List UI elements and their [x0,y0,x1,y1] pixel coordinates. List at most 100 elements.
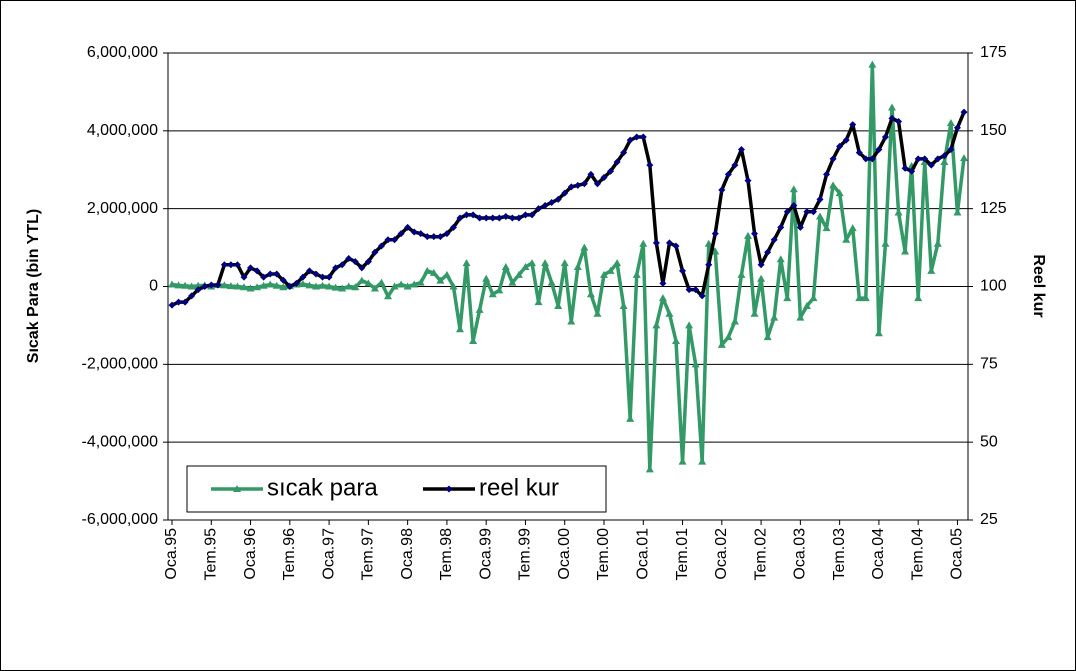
point-marker [789,185,798,193]
point-marker [881,239,890,247]
point-marker [175,298,183,306]
point-marker [855,294,864,302]
point-marker [724,333,733,341]
point-marker [240,273,248,281]
x-tick-label: Oca.05 [949,528,966,580]
point-marker [692,286,700,294]
point-marker [391,236,399,244]
point-marker [946,119,955,127]
point-marker [580,243,589,251]
x-tick-label: Tem.04 [909,528,926,581]
point-marker [881,133,889,141]
point-marker [462,259,471,267]
x-tick-label: Tem.00 [595,528,612,581]
point-marker [469,336,478,344]
point-marker [607,167,615,175]
point-marker [469,211,477,219]
point-marker [914,155,922,163]
point-marker [600,174,608,182]
point-marker [823,170,831,178]
point-marker [325,273,333,281]
point-marker [410,280,419,288]
y-tick-label: -2,000,000 [81,356,158,373]
point-marker [318,281,327,289]
point-marker [940,157,949,165]
point-marker [633,133,641,141]
point-marker [521,263,530,271]
y-tick-label: -6,000,000 [81,511,158,528]
legend-label: sıcak para [267,474,378,501]
point-marker [325,282,334,290]
point-marker [639,133,647,141]
point-marker [253,283,262,291]
point-marker [888,114,896,122]
y2-tick-label: 75 [980,356,998,373]
point-marker [528,259,536,267]
point-marker [351,283,360,291]
point-marker [770,313,779,321]
point-marker [802,301,811,309]
point-marker [214,281,222,289]
point-marker [345,254,353,262]
point-marker [181,298,189,306]
point-marker [593,180,601,188]
point-marker [665,239,673,247]
y2-tick-label: 25 [980,511,998,528]
legend-label: reel kur [479,474,559,501]
point-marker [751,230,759,238]
point-marker [809,294,818,302]
point-marker [377,278,386,286]
point-marker [587,170,595,178]
point-marker [174,281,183,289]
point-marker [586,290,595,298]
point-marker [482,214,490,222]
point-marker [456,325,464,333]
point-marker [181,281,190,289]
point-marker [331,283,340,291]
point-marker [246,284,255,292]
point-marker [501,263,510,271]
point-marker [842,235,851,243]
point-marker [933,239,942,247]
point-marker [233,282,242,290]
x-tick-label: Oca.98 [399,528,416,580]
x-tick-label: Oca.02 [713,528,730,580]
point-marker [272,281,281,289]
point-marker [521,211,529,219]
x-tick-label: Oca.03 [792,528,809,580]
point-marker [764,248,772,256]
point-marker [449,282,458,290]
point-marker [646,161,654,169]
point-marker [901,247,910,255]
x-tick-label: Tem.96 [281,528,298,581]
point-marker [554,195,562,203]
point-marker [718,186,726,194]
point-marker [220,281,229,289]
point-marker [803,208,811,216]
point-marker [711,230,719,238]
point-marker [770,236,778,244]
point-marker [247,264,255,272]
x-tick-label: Tem.95 [202,528,219,581]
point-marker [298,280,307,288]
point-marker [266,270,274,278]
point-marker [842,136,850,144]
point-marker [737,146,745,154]
point-marker [168,280,176,288]
point-marker [829,181,838,189]
point-marker [463,211,471,219]
point-marker [685,321,694,329]
x-tick-label: Tem.99 [517,528,534,581]
point-marker [305,281,314,289]
point-marker [809,208,817,216]
point-marker [573,263,582,271]
point-marker [705,261,713,269]
point-marker [423,233,431,241]
x-tick-label: Oca.99 [477,528,494,580]
point-marker [449,223,457,231]
point-marker [266,280,275,288]
x-tick-label: Oca.04 [870,528,887,580]
point-marker [691,360,700,368]
point-marker [344,282,353,290]
point-marker [620,149,628,157]
